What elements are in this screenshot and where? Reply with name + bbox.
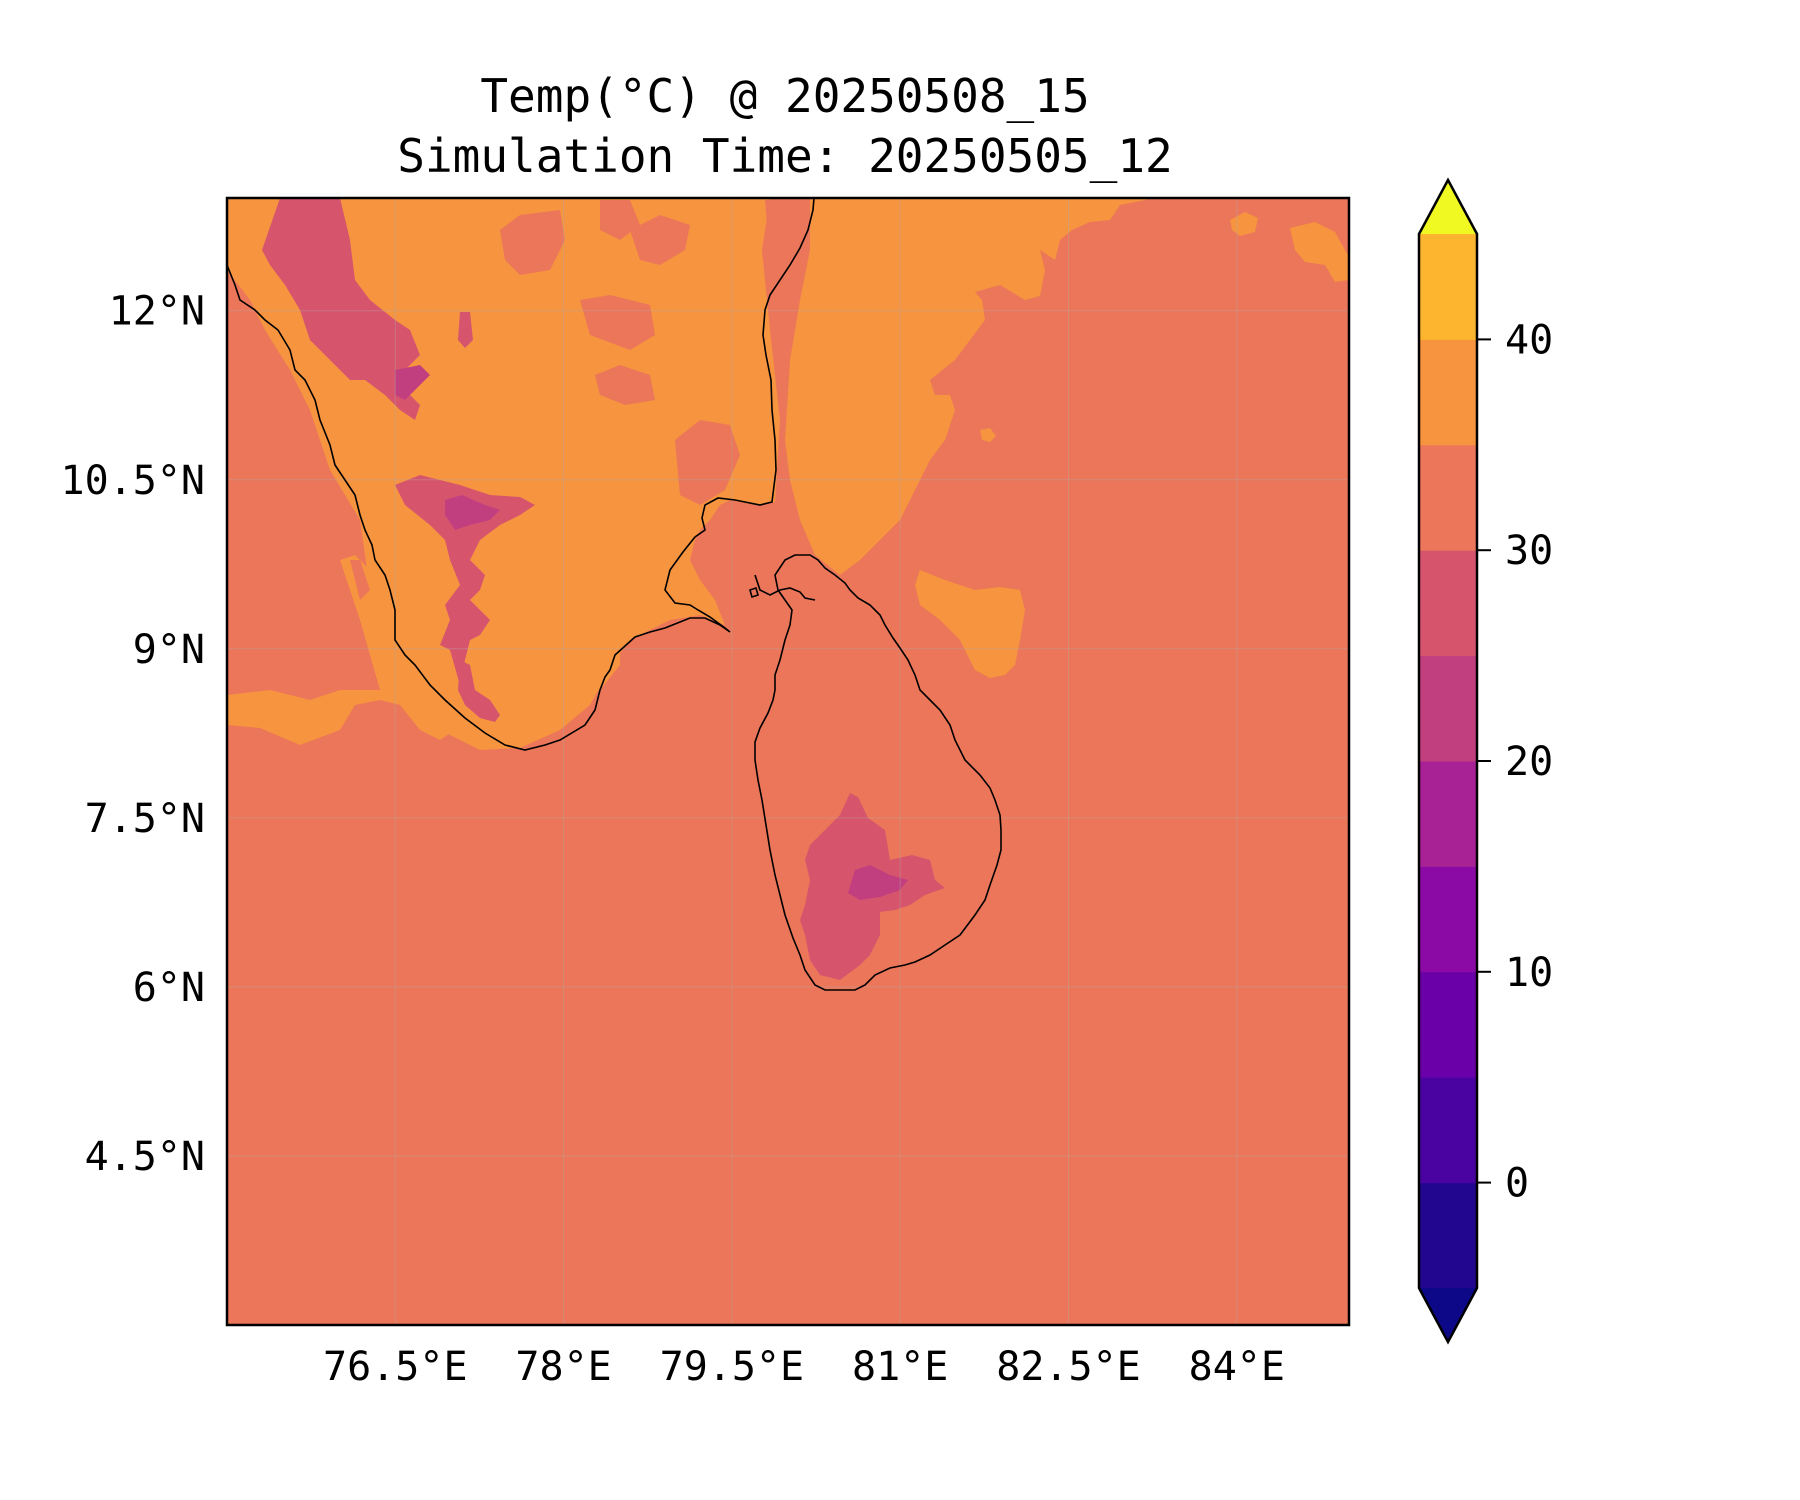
lat-tick-label: 10.5°N (61, 458, 206, 504)
lat-tick-label: 9°N (133, 627, 205, 673)
lon-tick-label: 84°E (1189, 1344, 1285, 1390)
lon-tick-label: 78°E (515, 1344, 611, 1390)
colorbar-segment (1419, 1182, 1477, 1289)
temp-band-20-25-southern-tip (458, 660, 500, 722)
temp-band-15-20-sri-lanka-peak (848, 865, 908, 900)
colorbar-segment (1419, 866, 1477, 973)
temp-band-15-20-nilgiris (395, 365, 430, 400)
colorbar-tick-label: 20 (1505, 739, 1553, 785)
colorbar-tick-label: 30 (1505, 528, 1553, 574)
longitude-tick-labels: 76.5°E 78°E 79.5°E 81°E 82.5°E 84°E (323, 1344, 1285, 1390)
temp-band-30-35-bay-of-bengal (785, 198, 1150, 575)
map-frame (225, 196, 1351, 1327)
colorbar-extend-min (1419, 1288, 1477, 1342)
coastline-islet (749, 586, 759, 599)
colorbar-tick-label: 10 (1505, 950, 1553, 996)
lon-tick-label: 82.5°E (996, 1344, 1141, 1390)
colorbar-extend-max (1419, 180, 1477, 234)
temperature-field (227, 198, 1349, 980)
coastline-mannar-island (754, 574, 816, 601)
coastline-india (227, 198, 815, 751)
lat-tick-label: 7.5°N (85, 796, 205, 842)
temp-band-30-35-offshore-blob (915, 570, 1025, 678)
lat-tick-label: 6°N (133, 965, 205, 1011)
colorbar-tick-label: 40 (1505, 317, 1553, 363)
temp-band-30-35-offshore-blob-small (980, 428, 996, 442)
colorbar-segment (1419, 971, 1477, 1078)
temp-band-15-20-anamalai (445, 495, 500, 530)
colorbar-outline (1417, 177, 1479, 1345)
colorbar-segment (1419, 234, 1477, 340)
colorbar-segment (1419, 761, 1477, 867)
colorbar-segment (1419, 1077, 1477, 1184)
colorbar-segment (1419, 339, 1477, 446)
latitude-tick-labels: 12°N 10.5°N 9°N 7.5°N 6°N 4.5°N (61, 289, 206, 1180)
gridlines (227, 198, 1349, 1325)
temp-band-30-35-offshore-ne1 (1230, 212, 1258, 236)
chart-title: Temp(°C) @ 20250508_15 (480, 69, 1089, 123)
lat-tick-label: 4.5°N (85, 1134, 205, 1180)
chart-subtitle: Simulation Time: 20250505_12 (397, 129, 1172, 183)
colorbar-segment (1419, 655, 1477, 762)
lon-tick-label: 81°E (852, 1344, 948, 1390)
map-panel: 76.5°E 78°E 79.5°E 81°E 82.5°E 84°E 12°N 10.5°… (61, 196, 1351, 1390)
temp-band-20-25-palani-hills (395, 475, 535, 685)
coastlines (227, 198, 1002, 991)
temp-band-30-35-offshore-ne2 (1290, 222, 1349, 282)
temp-band-20-25-small-patch (458, 312, 473, 348)
colorbar: 0 10 20 30 40 (1417, 177, 1553, 1345)
colorbar-segment (1419, 444, 1477, 551)
colorbar-tick-label: 0 (1505, 1161, 1529, 1207)
lon-tick-label: 79.5°E (660, 1344, 805, 1390)
coastline-sri-lanka (754, 554, 1002, 991)
temp-band-25-30-inland (350, 198, 805, 600)
colorbar-segment (1419, 550, 1477, 657)
lat-tick-label: 12°N (109, 289, 205, 335)
lon-tick-label: 76.5°E (323, 1344, 468, 1390)
temp-band-30-35-coastal-southwest (227, 555, 620, 745)
temp-band-20-25-western-ghats (262, 198, 420, 420)
